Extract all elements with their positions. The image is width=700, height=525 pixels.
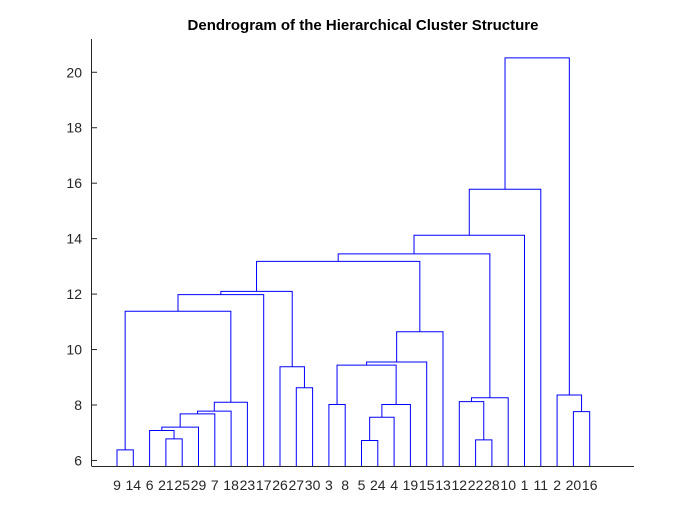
leaf-label: 6 bbox=[146, 477, 154, 493]
leaf-label: 13 bbox=[435, 477, 451, 493]
dendrogram-link bbox=[149, 430, 175, 466]
leaf-label: 14 bbox=[126, 477, 142, 493]
dendrogram-link bbox=[177, 294, 265, 466]
dendrogram-link bbox=[468, 188, 542, 466]
leaf-label: 9 bbox=[113, 477, 121, 493]
y-tick-label: 12 bbox=[66, 286, 82, 302]
leaf-label: 29 bbox=[191, 477, 207, 493]
dendrogram-link bbox=[381, 403, 411, 466]
dendrogram-link bbox=[504, 57, 570, 396]
leaf-label: 24 bbox=[370, 477, 386, 493]
leaf-label: 16 bbox=[582, 477, 598, 493]
y-tick-label: 20 bbox=[66, 64, 82, 80]
leaf-label: 8 bbox=[341, 477, 349, 493]
dendrogram-link bbox=[369, 416, 395, 466]
dendrogram-link bbox=[471, 397, 509, 466]
dendrogram-link bbox=[328, 403, 346, 466]
y-tick-label: 6 bbox=[74, 452, 82, 468]
dendrogram-link bbox=[161, 426, 199, 466]
dendrogram-link bbox=[572, 411, 591, 466]
y-tick-label: 8 bbox=[74, 397, 82, 413]
leaf-label: 23 bbox=[240, 477, 256, 493]
dendrogram-link bbox=[556, 394, 583, 466]
dendrogram-link bbox=[220, 290, 293, 367]
leaf-labels: 9 14 6 21 25 29 7 18 23 17 26 27 30 3 8 5 24 4 19 15 13 12 22 2… bbox=[113, 477, 598, 493]
dendrogram-link bbox=[366, 361, 428, 466]
leaf-label: 28 bbox=[484, 477, 500, 493]
dendrogram-link bbox=[196, 410, 232, 466]
leaf-label: 27 bbox=[289, 477, 305, 493]
y-tick-label: 16 bbox=[66, 175, 82, 191]
leaf-label: 4 bbox=[390, 477, 398, 493]
leaf-label: 25 bbox=[174, 477, 190, 493]
dendrogram-link bbox=[458, 401, 485, 466]
y-tick-label: 18 bbox=[66, 120, 82, 136]
y-tick-label: 14 bbox=[66, 231, 82, 247]
leaf-label: 17 bbox=[256, 477, 272, 493]
leaf-label: 1 bbox=[521, 477, 529, 493]
leaf-label: 26 bbox=[272, 477, 288, 493]
leaf-label: 11 bbox=[534, 477, 549, 493]
leaf-label: 7 bbox=[211, 477, 219, 493]
leaf-label: 5 bbox=[358, 477, 366, 493]
dendrogram-links bbox=[116, 57, 591, 466]
dendrogram-link bbox=[165, 438, 183, 466]
y-tick-label: 10 bbox=[66, 342, 82, 358]
chart-title: Dendrogram of the Hierarchical Cluster S… bbox=[188, 17, 539, 34]
leaf-label: 18 bbox=[223, 477, 239, 493]
dendrogram-link bbox=[337, 253, 491, 398]
y-axis-ticks: 6 8 10 12 14 16 18 20 bbox=[66, 64, 97, 468]
leaf-label: 20 bbox=[566, 477, 582, 493]
dendrogram-link bbox=[279, 366, 305, 466]
dendrogram-link bbox=[256, 260, 421, 332]
dendrogram-link bbox=[116, 449, 134, 466]
leaf-label: 19 bbox=[403, 477, 419, 493]
leaf-label: 15 bbox=[419, 477, 435, 493]
dendrogram-link bbox=[361, 439, 379, 466]
leaf-label: 30 bbox=[305, 477, 321, 493]
leaf-label: 12 bbox=[452, 477, 468, 493]
dendrogram-link bbox=[336, 364, 397, 405]
leaf-label: 2 bbox=[553, 477, 561, 493]
leaf-label: 3 bbox=[325, 477, 333, 493]
dendrogram-link bbox=[475, 439, 493, 466]
dendrogram-link bbox=[396, 331, 444, 466]
leaf-label: 21 bbox=[158, 477, 174, 493]
dendrogram-link bbox=[124, 310, 232, 450]
dendrogram-link bbox=[179, 413, 216, 466]
leaf-label: 10 bbox=[500, 477, 516, 493]
dendrogram-link bbox=[295, 387, 314, 466]
leaf-label: 22 bbox=[468, 477, 484, 493]
